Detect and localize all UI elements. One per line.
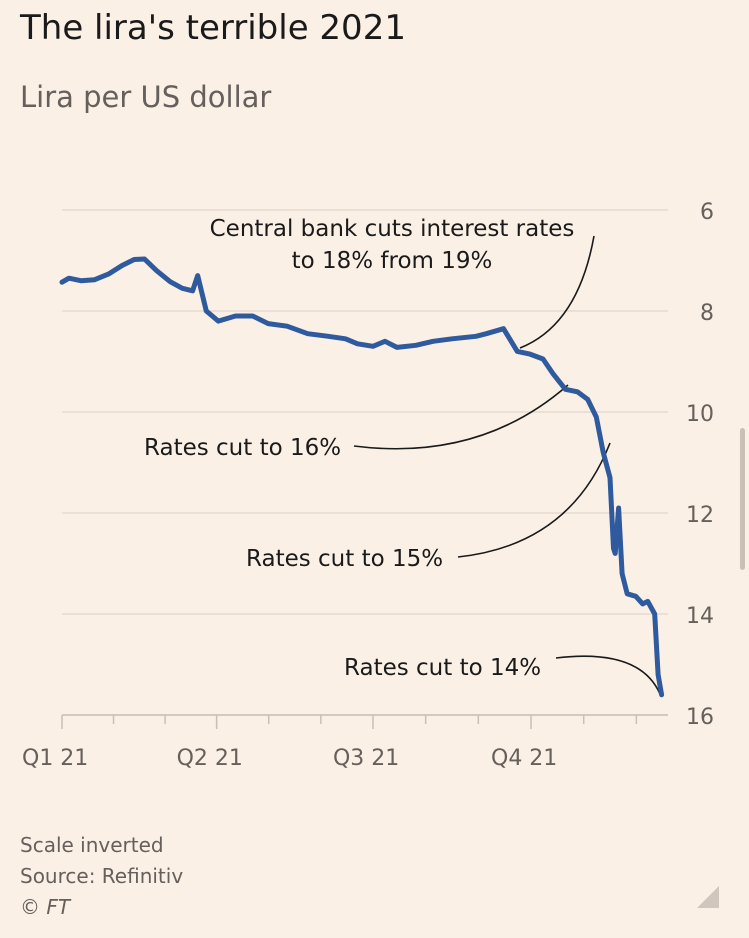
gridlines: [62, 209, 668, 716]
resize-handle-icon[interactable]: [697, 886, 719, 908]
annotation-label: Rates cut to 16%: [144, 435, 341, 461]
chart-subtitle: Lira per US dollar: [20, 80, 272, 114]
annotation-leader-line: [353, 384, 569, 450]
x-axis: Q1 21 Q2 21 Q3 21 Q4 21: [22, 714, 668, 771]
source-note: Source: Refinitiv: [20, 864, 184, 888]
y-axis: 6 8 10 12 14 16: [686, 200, 714, 730]
annotations: Central bank cuts interest rates to 18% f…: [144, 216, 661, 695]
annotation-leader-line: [519, 235, 595, 349]
annotation-label: to 18% from 19%: [292, 248, 493, 274]
x-tick-label: Q1 21: [22, 746, 88, 771]
annotation-leader-line: [555, 655, 661, 695]
y-tick-label: 16: [686, 705, 714, 730]
y-tick-label: 12: [686, 503, 714, 528]
scale-note: Scale inverted: [20, 833, 164, 857]
y-tick-label: 14: [686, 604, 714, 629]
x-tick-label: Q2 21: [177, 746, 243, 771]
y-tick-label: 8: [700, 301, 714, 326]
y-tick-label: 10: [686, 402, 714, 427]
annotation-leader-line: [457, 442, 611, 558]
y-tick-label: 6: [700, 200, 714, 225]
chart-title: The lira's terrible 2021: [20, 8, 406, 48]
x-tick-label: Q4 21: [491, 746, 557, 771]
chart-footer: Scale inverted Source: Refinitiv © FT: [20, 830, 183, 923]
series-line-lira: [59, 256, 665, 698]
annotation-label: Rates cut to 15%: [246, 546, 443, 572]
annotation-label: Central bank cuts interest rates: [210, 216, 575, 242]
annotation-label: Rates cut to 14%: [344, 655, 541, 681]
x-tick-label: Q3 21: [333, 746, 399, 771]
copyright: © FT: [20, 895, 71, 919]
scrollbar[interactable]: [740, 428, 745, 570]
